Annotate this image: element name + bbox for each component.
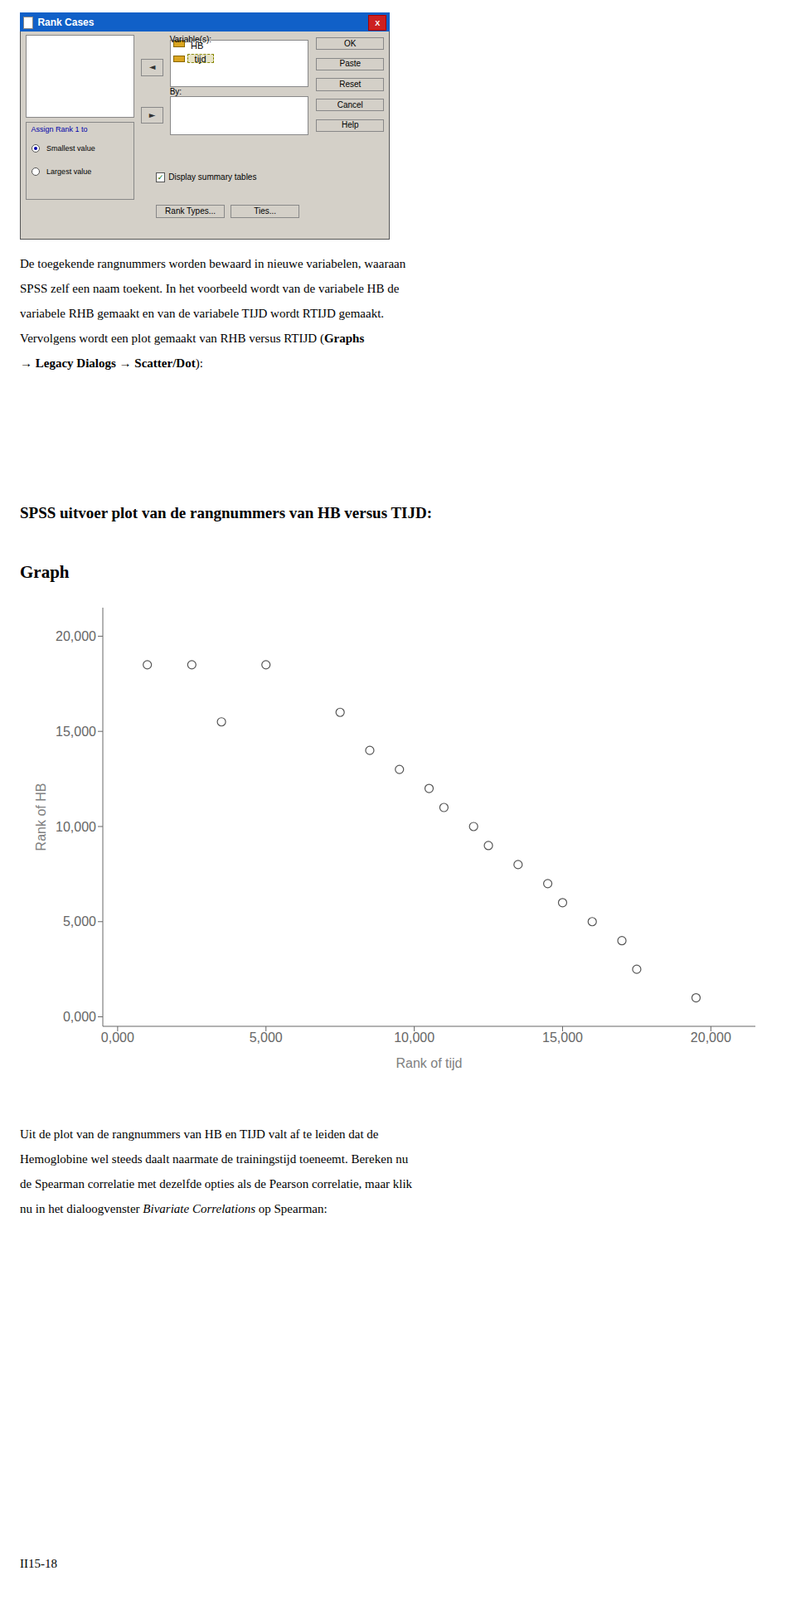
html-text:Cancel: Cancel — [337, 99, 364, 110]
html-text:Vervolgens wordt een plot gema: Vervolgens wordt een plot gemaakt van RH… — [19, 331, 365, 345]
svg-text:10,000: 10,000 — [393, 1030, 435, 1045]
html-text:SPSS zelf een naam toekent. In: SPSS zelf een naam toekent. In het voorb… — [19, 281, 400, 296]
html-text:Variable(s):: Variable(s): — [169, 34, 212, 44]
html-text:tijd: tijd — [194, 53, 207, 64]
html-text:By:: By: — [169, 86, 182, 97]
svg-text:15,000: 15,000 — [542, 1030, 583, 1045]
html-text:→ Legacy Dialogs → Scatter/Dot: → Legacy Dialogs → Scatter/Dot): — [19, 356, 203, 370]
html-text:OK: OK — [344, 38, 357, 48]
svg-text:10,000: 10,000 — [55, 820, 97, 835]
html-text:Uit de plot van de rangnummers: Uit de plot van de rangnummers van HB en… — [19, 1127, 379, 1141]
svg-text:5,000: 5,000 — [249, 1030, 283, 1045]
html-text:Ties...: Ties... — [253, 206, 277, 216]
svg-text:20,000: 20,000 — [690, 1030, 732, 1045]
html-text:variabele RHB gemaakt en van d: variabele RHB gemaakt en van de variabel… — [19, 306, 384, 321]
svg-text:20,000: 20,000 — [55, 629, 97, 644]
html-text:Hemoglobine wel steeds daalt n: Hemoglobine wel steeds daalt naarmate de… — [19, 1152, 409, 1166]
html-text:Help: Help — [341, 120, 359, 130]
html-text:De toegekende rangnummers word: De toegekende rangnummers worden bewaard… — [19, 257, 406, 271]
html-text:Paste: Paste — [339, 59, 361, 69]
html-text:de Spearman correlatie met dez: de Spearman correlatie met dezelfde opti… — [19, 1177, 413, 1191]
html-text:X: X — [375, 18, 381, 27]
html-text:Assign Rank 1 to: Assign Rank 1 to — [31, 124, 88, 134]
html-text:Smallest value: Smallest value — [46, 144, 96, 153]
html-text:Largest value: Largest value — [46, 166, 92, 176]
html-text:Rank Types...: Rank Types... — [165, 206, 216, 216]
html-text:HB: HB — [190, 40, 204, 51]
html-text:Display summary tables: Display summary tables — [168, 172, 257, 183]
svg-text:5,000: 5,000 — [63, 914, 97, 929]
html-text:II15-18: II15-18 — [19, 1557, 58, 1571]
html-text:SPSS uitvoer plot van de rangn: SPSS uitvoer plot van de rangnummers van… — [19, 504, 433, 522]
svg-text:Rank of tijd: Rank of tijd — [395, 1056, 462, 1071]
html-text:Reset: Reset — [339, 79, 361, 89]
svg-text:0,000: 0,000 — [63, 1009, 97, 1025]
svg-text:Rank of HB: Rank of HB — [33, 783, 49, 852]
svg-text:15,000: 15,000 — [55, 724, 97, 739]
svg-text:0,000: 0,000 — [101, 1030, 135, 1045]
html-text:Graph: Graph — [19, 562, 70, 583]
html-text:nu in het dialoogvenster Bivar: nu in het dialoogvenster Bivariate Corre… — [19, 1202, 328, 1216]
html-text:Rank Cases: Rank Cases — [37, 16, 95, 28]
